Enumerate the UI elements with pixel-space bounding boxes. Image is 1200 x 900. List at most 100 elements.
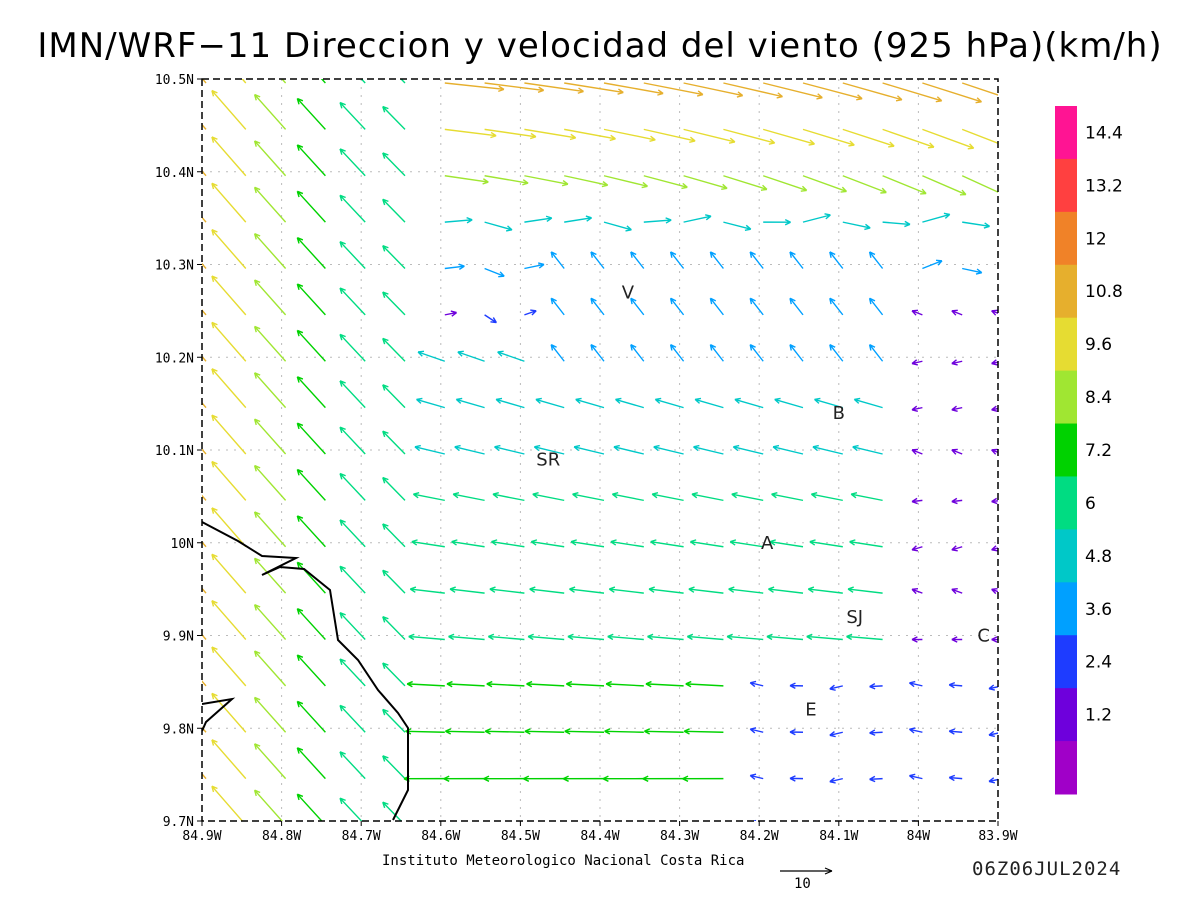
coastline — [202, 521, 409, 821]
wind-vector — [749, 343, 764, 362]
wind-vector — [564, 128, 616, 142]
wind-vector — [569, 586, 605, 594]
wind-vector — [491, 539, 525, 548]
wind-vector — [296, 144, 326, 177]
wind-vector — [526, 680, 565, 688]
lon-tick-label: 84.3W — [660, 829, 699, 844]
wind-vector — [988, 684, 998, 691]
wind-vector — [734, 397, 764, 409]
wind-vector — [253, 511, 287, 548]
wind-vector — [562, 823, 604, 828]
wind-vector — [603, 128, 656, 143]
wind-vector — [484, 728, 525, 735]
wind-vector — [749, 773, 764, 780]
wind-vector — [202, 772, 207, 780]
wind-vector — [723, 82, 783, 99]
wind-vector — [339, 241, 366, 269]
city-labels: V B SR A SJ C E — [536, 282, 990, 720]
wind-vector — [253, 789, 283, 821]
wind-vector — [492, 492, 525, 502]
colorbar-segment — [1055, 582, 1077, 636]
wind-vector — [211, 229, 247, 269]
wind-vector — [766, 633, 804, 641]
wind-vector — [382, 801, 403, 821]
wind-vector — [382, 291, 406, 316]
wind-vector — [296, 700, 326, 733]
wind-vector — [789, 343, 804, 362]
wind-vector — [444, 128, 497, 139]
wind-vector — [495, 397, 525, 409]
wind-vector — [253, 650, 287, 687]
colorbar: 14.4 13.2 12 10.8 9.6 8.4 7.2 6 4.8 3.6 2.4 1.2 — [1055, 106, 1123, 795]
wind-vector — [601, 823, 643, 828]
wind-vector — [807, 586, 843, 594]
wind-vector — [339, 612, 366, 640]
wind-vector — [829, 343, 844, 362]
colorbar-label: 12 — [1085, 229, 1107, 249]
wind-vector — [253, 743, 287, 780]
wind-vector — [573, 444, 605, 455]
colorbar-segment — [1055, 741, 1077, 795]
wind-vector — [726, 633, 764, 641]
wind-vector — [654, 397, 684, 409]
lon-tick-label: 84.4W — [580, 829, 619, 844]
city-label: E — [805, 700, 816, 721]
wind-vector — [750, 819, 757, 821]
wind-vector — [575, 397, 605, 409]
wind-vector — [723, 175, 768, 191]
wind-vector — [686, 633, 724, 641]
wind-vector — [868, 343, 884, 362]
wind-vector — [829, 251, 844, 269]
wind-vector — [416, 397, 445, 409]
colorbar-segment — [1055, 688, 1077, 742]
wind-vector — [630, 297, 645, 316]
city-label: V — [622, 282, 635, 303]
colorbar-label: 14.4 — [1085, 123, 1123, 143]
wind-vector — [948, 728, 963, 735]
wind-vector — [603, 82, 664, 96]
wind-vector — [412, 492, 445, 502]
lat-tick-label: 9.8N — [163, 722, 194, 737]
colorbar-label: 4.8 — [1085, 547, 1112, 567]
wind-vector — [802, 175, 848, 193]
wind-vector — [812, 444, 843, 455]
wind-vector — [524, 728, 565, 735]
coastline-peninsula — [202, 697, 236, 732]
wind-vector — [988, 777, 998, 784]
wind-vector — [602, 775, 644, 782]
wind-vector — [690, 539, 724, 548]
wind-vector — [296, 608, 326, 640]
wind-vector — [253, 557, 287, 594]
wind-vector — [296, 376, 326, 409]
wind-vector — [991, 636, 998, 643]
lon-tick-label: 84.5W — [501, 829, 540, 844]
wind-vector — [723, 221, 752, 232]
wind-vector — [991, 588, 998, 595]
wind-vector — [382, 105, 406, 130]
wind-vector — [211, 368, 247, 409]
wind-vector — [728, 586, 764, 594]
wind-vector — [763, 218, 791, 226]
wind-vector — [211, 646, 247, 687]
lat-tick-label: 10N — [171, 537, 194, 552]
wind-vector — [253, 186, 287, 223]
wind-vector — [669, 297, 685, 316]
wind-vector — [949, 822, 962, 827]
wind-vector — [1002, 222, 1029, 228]
lon-tick-label: 84.8W — [262, 829, 301, 844]
wind-vector — [829, 731, 843, 738]
wind-vector — [211, 785, 244, 821]
wind-vector — [922, 259, 943, 270]
wind-vector — [497, 350, 525, 362]
wind-vector — [253, 418, 287, 455]
wind-vector — [482, 823, 524, 828]
wind-vector — [527, 633, 565, 641]
wind-vector — [648, 586, 684, 594]
wind-vector — [339, 472, 366, 501]
wind-vector — [669, 343, 685, 362]
wind-vector — [683, 728, 724, 735]
wind-vector — [489, 586, 525, 594]
wind-vector — [339, 287, 366, 316]
wind-vector — [948, 681, 963, 689]
wind-vector — [1002, 83, 1061, 105]
